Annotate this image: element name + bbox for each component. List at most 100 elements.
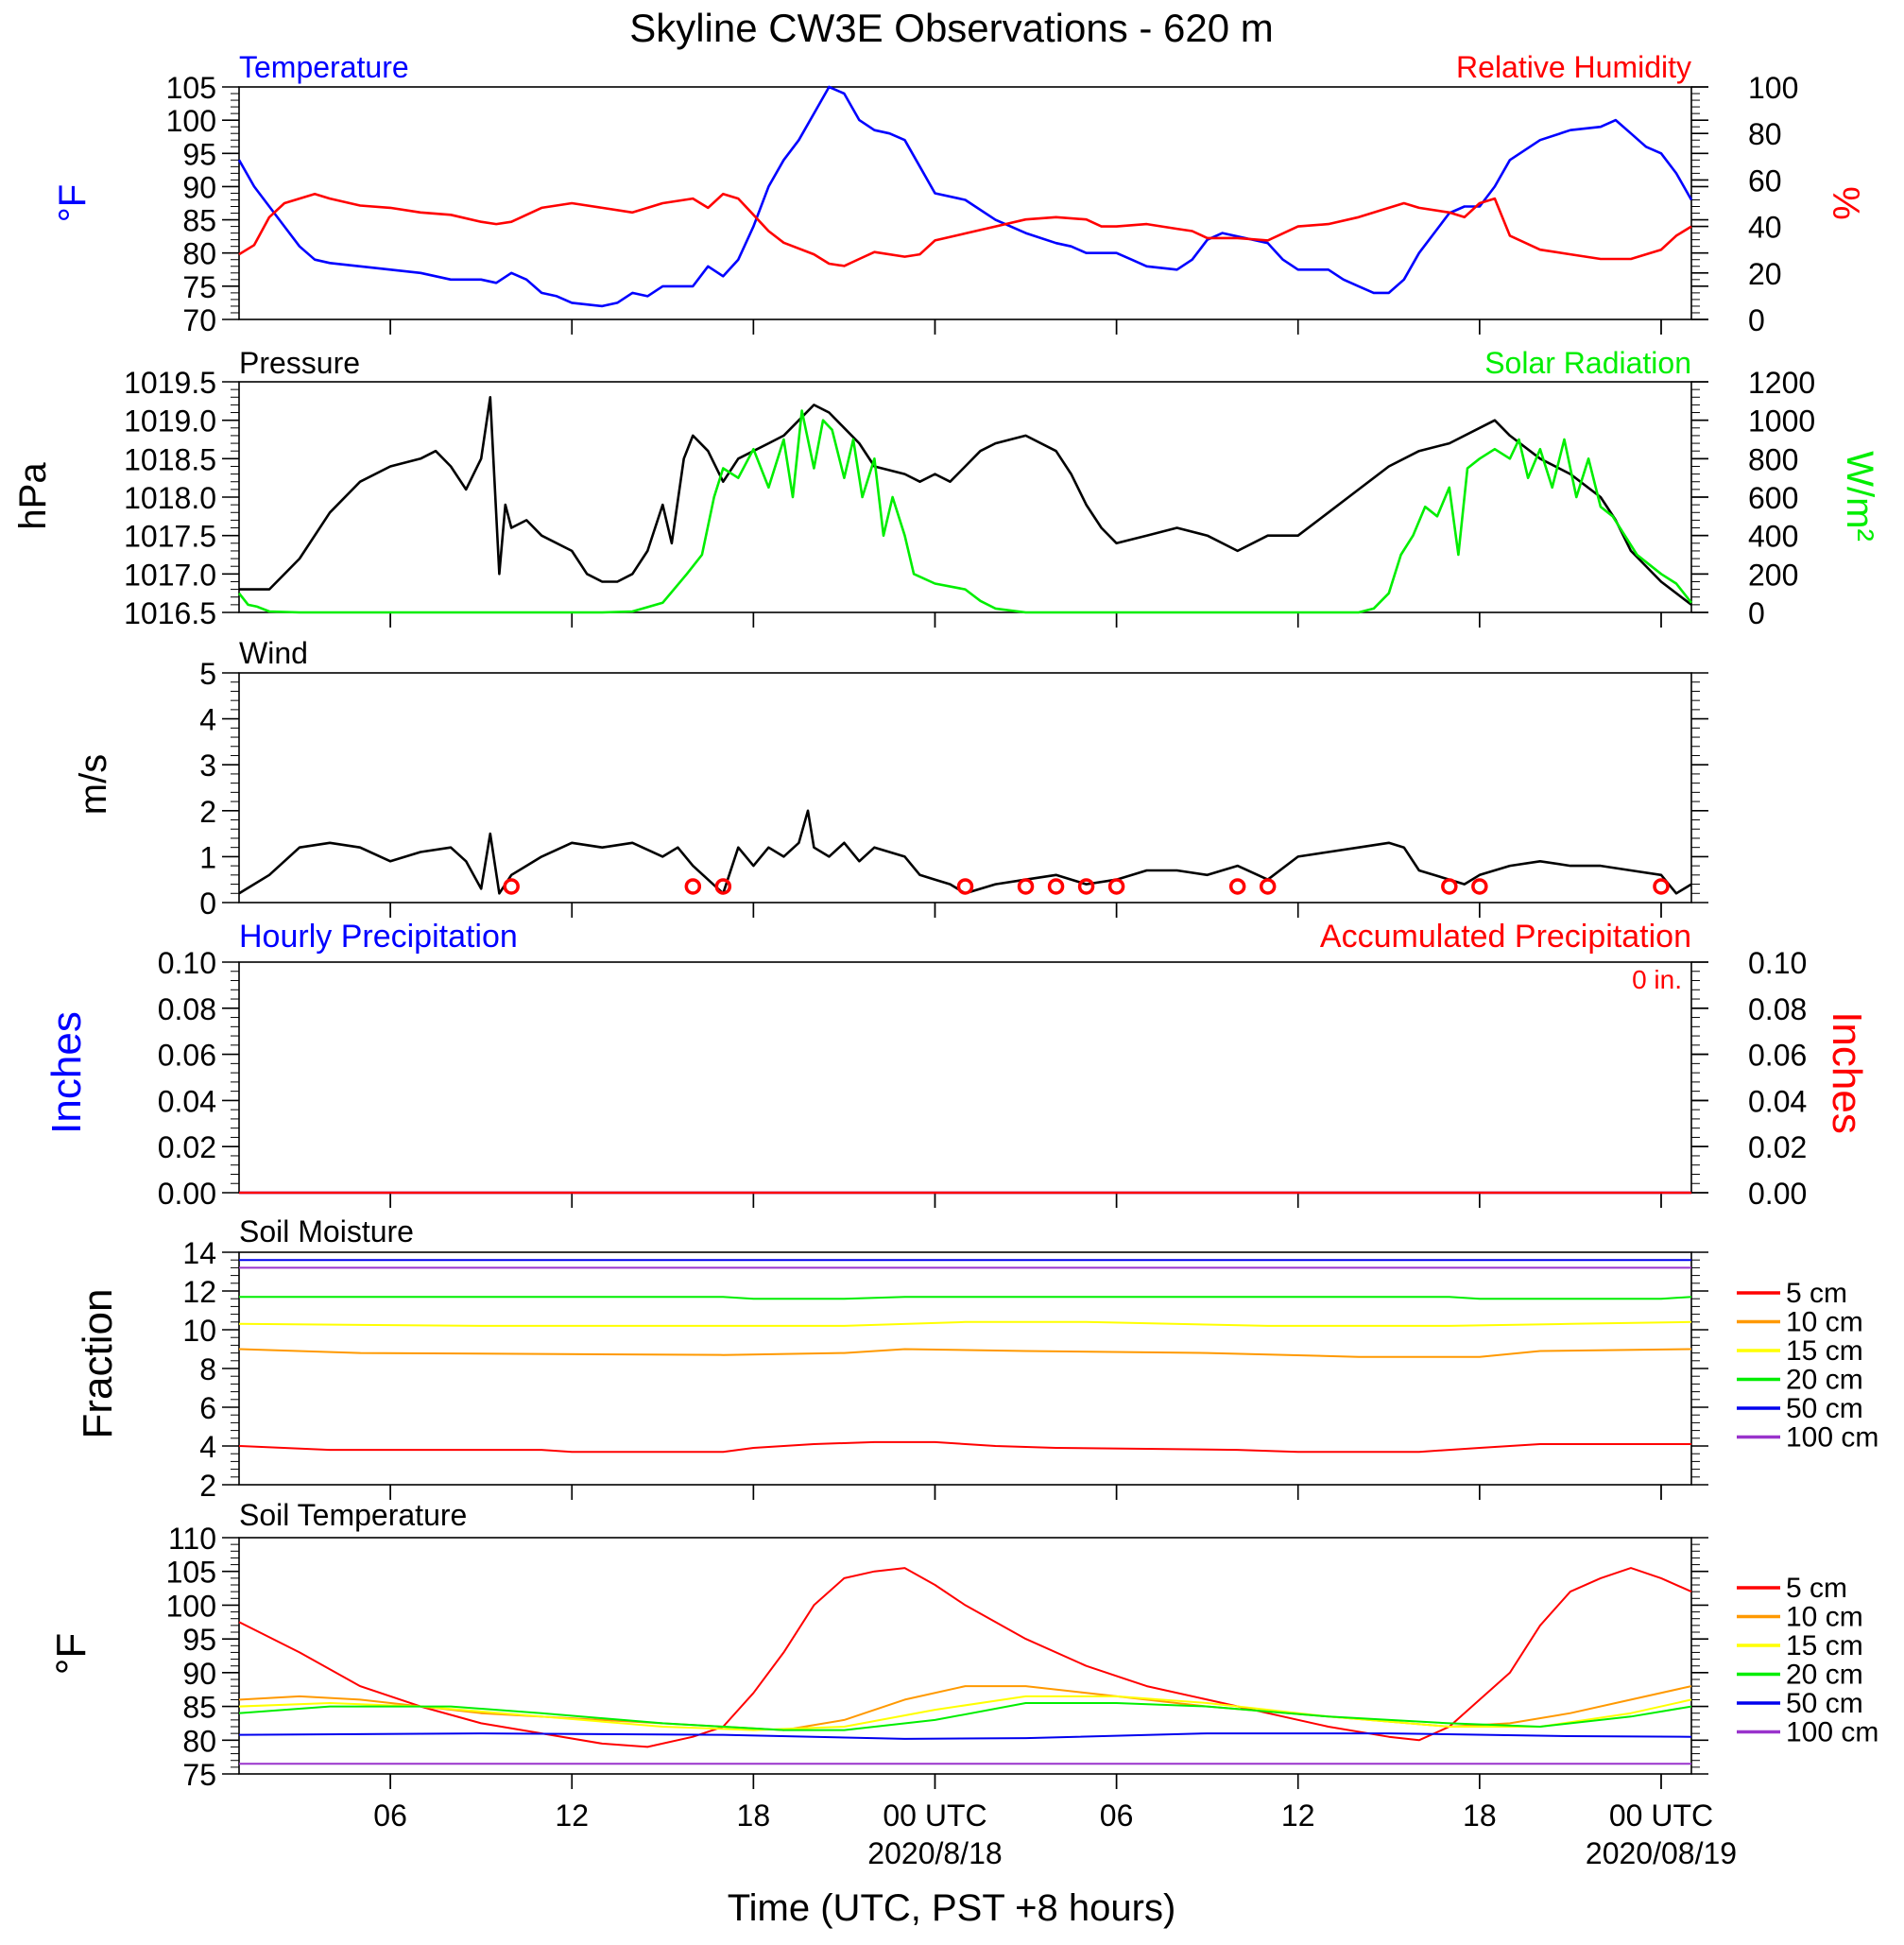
y-tick-label: 85 <box>182 1691 216 1725</box>
y-tick-label: 4 <box>199 703 216 737</box>
calm-wind-marker <box>956 878 974 895</box>
y-tick-label: 2 <box>199 1469 216 1503</box>
y-tick-label: 6 <box>199 1391 216 1425</box>
calm-wind-marker <box>1077 878 1095 895</box>
y-tick-label: 70 <box>182 303 216 337</box>
legend-label: 20 cm <box>1786 1660 1863 1691</box>
y-tick-label: 105 <box>166 71 216 105</box>
legend-label: 10 cm <box>1786 1602 1863 1633</box>
y-tick-label: 0.02 <box>158 1130 216 1164</box>
precip-right-axis-label: Inches <box>1824 1011 1870 1134</box>
series-line-20-cm <box>239 1296 1692 1300</box>
calm-wind-marker <box>1441 878 1458 895</box>
y-tick-label: 1017.5 <box>124 520 216 554</box>
temperature-axis-label: °F <box>52 184 94 222</box>
panel-precipitation: Hourly Precipitation Accumulated Precipi… <box>43 919 1870 1211</box>
y-tick-label: 0 <box>199 886 216 921</box>
y-tick-label: 100 <box>166 1589 216 1623</box>
figure-title: Skyline CW3E Observations - 620 m <box>629 6 1274 50</box>
y-tick-label: 1019.5 <box>124 366 216 400</box>
right-y-tick-label: 80 <box>1748 117 1782 151</box>
time-tick-label: 12 <box>1281 1799 1315 1833</box>
y-tick-label: 85 <box>182 204 216 238</box>
plot-frame <box>238 86 1692 320</box>
time-tick-label: 12 <box>555 1799 589 1833</box>
accum-precip-title: Accumulated Precipitation <box>1320 919 1691 955</box>
accum-precip-value: 0 in. <box>1632 965 1682 994</box>
legend-label: 100 cm <box>1786 1422 1878 1454</box>
right-y-tick-label: 0.00 <box>1748 1177 1807 1211</box>
hourly-precip-title: Hourly Precipitation <box>239 919 518 955</box>
wind-title: Wind <box>239 636 308 670</box>
y-tick-label: 90 <box>182 1657 216 1691</box>
y-tick-label: 75 <box>182 270 216 304</box>
right-y-tick-label: 1200 <box>1748 366 1815 400</box>
y-tick-label: 1019.0 <box>124 404 216 439</box>
time-tick-label: 18 <box>1463 1799 1497 1833</box>
humidity-axis-label: % <box>1825 186 1866 220</box>
time-axis-label: Time (UTC, PST +8 hours) <box>728 1887 1176 1929</box>
right-y-tick-label: 0.06 <box>1748 1039 1807 1073</box>
series-line-relative-humidity <box>238 192 1692 267</box>
time-tick-label: 00 UTC <box>1609 1799 1713 1833</box>
y-tick-label: 1017.0 <box>124 558 216 592</box>
legend-label: 50 cm <box>1786 1688 1863 1719</box>
calm-wind-marker <box>684 878 702 895</box>
time-date-label: 2020/8/18 <box>867 1836 1002 1870</box>
y-tick-label: 75 <box>182 1758 216 1792</box>
right-y-tick-label: 0.04 <box>1748 1084 1807 1118</box>
series-line-solar-radiation <box>237 409 1693 614</box>
y-tick-label: 5 <box>199 657 216 691</box>
series-line-5-cm <box>238 1567 1692 1748</box>
calm-wind-marker <box>503 878 520 895</box>
calm-wind-marker <box>1107 878 1125 895</box>
y-tick-label: 95 <box>182 137 216 171</box>
right-y-tick-label: 60 <box>1748 164 1782 198</box>
soil-temperature-title: Soil Temperature <box>239 1498 467 1532</box>
y-tick-label: 1 <box>199 840 216 874</box>
calm-wind-marker <box>1259 878 1277 895</box>
y-tick-label: 0.10 <box>158 946 216 980</box>
legend-label: 50 cm <box>1786 1393 1863 1424</box>
y-tick-label: 0.04 <box>158 1084 216 1118</box>
series-line-5-cm <box>238 1440 1691 1454</box>
right-y-tick-label: 800 <box>1748 442 1798 476</box>
series-line-pressure <box>239 395 1692 606</box>
legend-label: 100 cm <box>1786 1717 1878 1748</box>
y-tick-label: 90 <box>182 170 216 204</box>
pressure-axis-label: hPa <box>12 462 54 530</box>
series-line-20-cm <box>238 1702 1692 1731</box>
time-tick-label: 00 UTC <box>883 1799 986 1833</box>
calm-wind-marker <box>1017 878 1035 895</box>
calm-wind-marker <box>1047 878 1065 895</box>
y-tick-label: 10 <box>182 1314 216 1348</box>
solar-axis-label: W/m² <box>1839 451 1880 542</box>
y-tick-label: 1016.5 <box>124 596 216 630</box>
pressure-title: Pressure <box>239 346 360 380</box>
y-tick-label: 100 <box>166 104 216 138</box>
calm-wind-marker <box>1228 878 1246 895</box>
right-y-tick-label: 40 <box>1748 211 1782 245</box>
series-line-10-cm <box>238 1348 1692 1358</box>
right-y-tick-label: 200 <box>1748 558 1798 592</box>
right-y-tick-label: 0 <box>1748 596 1765 630</box>
y-tick-label: 4 <box>199 1430 216 1464</box>
time-date-label: 2020/08/19 <box>1586 1836 1737 1870</box>
soil-temperature-axis-label: °F <box>48 1633 94 1675</box>
calm-wind-marker <box>714 878 732 895</box>
plot-frame <box>238 1537 1692 1775</box>
y-tick-label: 80 <box>182 237 216 271</box>
right-y-tick-label: 0.02 <box>1748 1130 1807 1164</box>
y-tick-label: 80 <box>182 1724 216 1758</box>
legend-label: 5 cm <box>1786 1278 1847 1309</box>
temperature-title: Temperature <box>239 50 409 84</box>
series-line-10-cm <box>238 1685 1692 1731</box>
series-line-50-cm <box>238 1732 1692 1740</box>
y-tick-label: 0.00 <box>158 1177 216 1211</box>
right-y-tick-label: 20 <box>1748 257 1782 291</box>
